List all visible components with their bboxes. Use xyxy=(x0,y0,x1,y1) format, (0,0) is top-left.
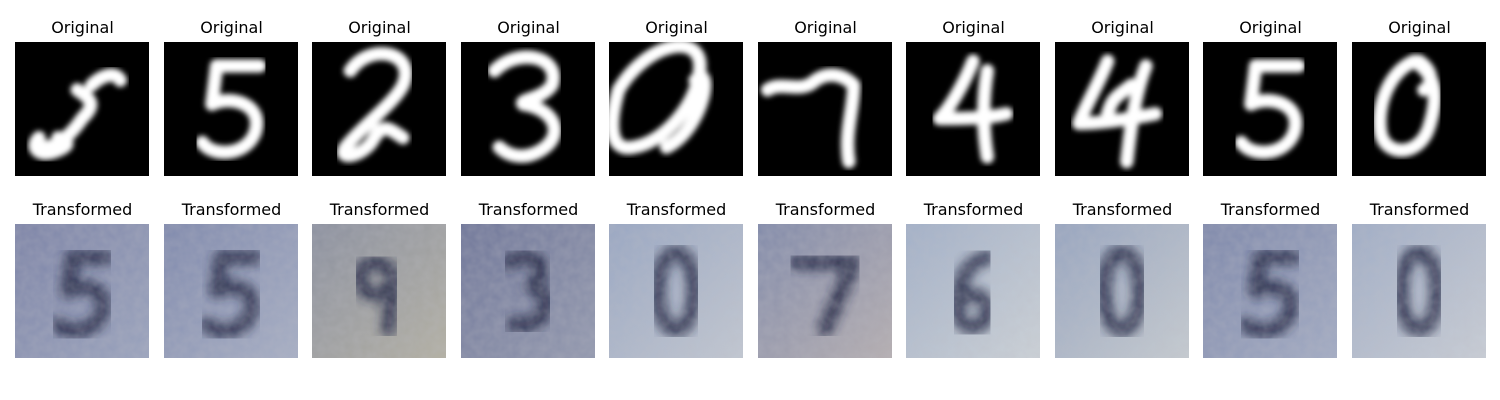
transformed-digit-image xyxy=(758,224,892,358)
transformed-digit-image xyxy=(1055,224,1189,358)
transformed-title: Transformed xyxy=(329,200,430,219)
original-digit-image xyxy=(312,42,446,176)
transformed-title: Transformed xyxy=(181,200,282,219)
original-title: Original xyxy=(1239,18,1302,37)
original-digit-image xyxy=(1203,42,1337,176)
transformed-digit-image xyxy=(15,224,149,358)
transformed-digit-image xyxy=(461,224,595,358)
original-title: Original xyxy=(645,18,708,37)
transformed-digit-image xyxy=(906,224,1040,358)
transformed-title: Transformed xyxy=(775,200,876,219)
original-digit-image xyxy=(461,42,595,176)
original-digit-image xyxy=(906,42,1040,176)
transformed-title: Transformed xyxy=(626,200,727,219)
transformed-digit-image xyxy=(312,224,446,358)
original-digit-image xyxy=(758,42,892,176)
original-digit-image xyxy=(1055,42,1189,176)
original-title: Original xyxy=(794,18,857,37)
transformed-title: Transformed xyxy=(923,200,1024,219)
transformed-title: Transformed xyxy=(1220,200,1321,219)
transformed-digit-image xyxy=(609,224,743,358)
original-title: Original xyxy=(200,18,263,37)
transformed-digit-image xyxy=(164,224,298,358)
original-title: Original xyxy=(1091,18,1154,37)
transformed-title: Transformed xyxy=(1369,200,1470,219)
transformed-title: Transformed xyxy=(1072,200,1173,219)
original-title: Original xyxy=(497,18,560,37)
original-digit-image xyxy=(15,42,149,176)
original-title: Original xyxy=(942,18,1005,37)
original-title: Original xyxy=(51,18,114,37)
transformed-title: Transformed xyxy=(478,200,579,219)
original-title: Original xyxy=(348,18,411,37)
original-digit-image xyxy=(164,42,298,176)
original-title: Original xyxy=(1388,18,1451,37)
original-digit-image xyxy=(1352,42,1486,176)
transformed-digit-image xyxy=(1203,224,1337,358)
transformed-title: Transformed xyxy=(32,200,133,219)
original-digit-image xyxy=(609,42,743,176)
transformed-digit-image xyxy=(1352,224,1486,358)
